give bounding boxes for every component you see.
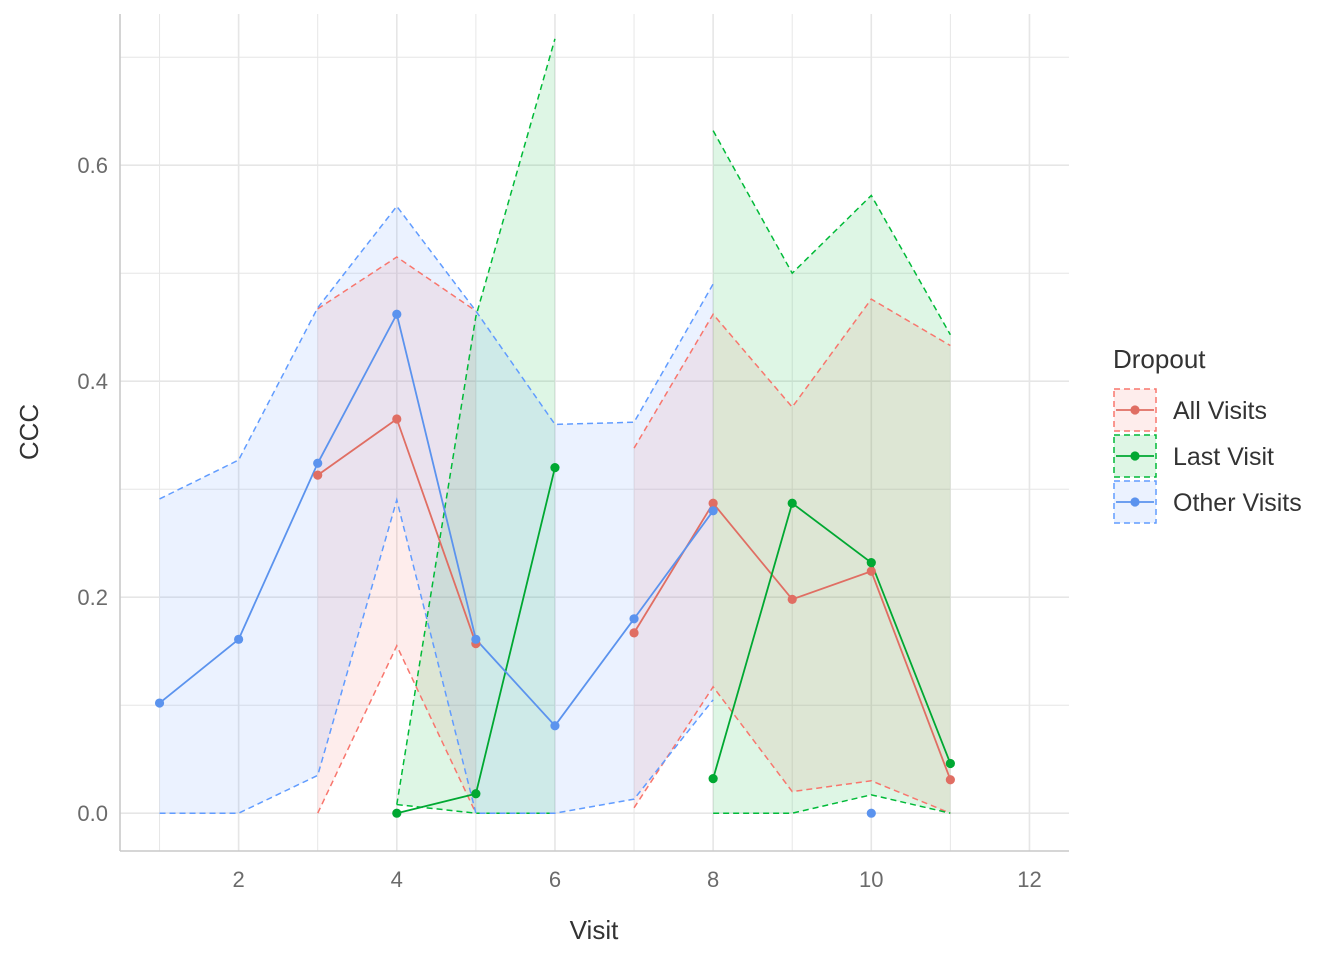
ci-ribbon xyxy=(713,130,951,814)
legend-label: Other Visits xyxy=(1173,489,1302,517)
ci-lower-bound xyxy=(633,685,951,814)
grid-lines xyxy=(120,14,1069,851)
ci-upper-bound xyxy=(159,205,714,500)
ci-upper-bound xyxy=(633,298,951,449)
ci-lower-bound xyxy=(713,794,951,814)
y-tick-label: 0.6 xyxy=(77,153,108,178)
legend-label: All Visits xyxy=(1173,397,1267,425)
data-point xyxy=(550,721,560,731)
x-axis-title: Visit xyxy=(570,915,619,945)
legend-title: Dropout xyxy=(1113,344,1206,374)
ci-upper-bound xyxy=(712,130,952,336)
ci-ribbon xyxy=(159,206,714,814)
legend: Dropout All Visits Last Visit Other Visits xyxy=(1113,344,1302,524)
data-point xyxy=(550,463,560,473)
data-point xyxy=(787,594,797,604)
axis-lines xyxy=(119,14,1069,852)
y-axis-title: CCC xyxy=(14,404,44,460)
data-point xyxy=(945,758,955,769)
legend-key-point xyxy=(1130,451,1140,461)
ci-lower-bound xyxy=(317,644,477,814)
data-point xyxy=(708,774,718,784)
ci-upper-bound xyxy=(396,38,556,805)
data-point xyxy=(708,506,718,516)
ci-lower-bound xyxy=(396,803,555,814)
ci-ribbon xyxy=(396,38,555,814)
data-point xyxy=(866,558,876,568)
data-point xyxy=(866,808,876,818)
x-tick-label: 6 xyxy=(549,867,561,892)
y-tick-label: 0.0 xyxy=(77,801,108,826)
data-point xyxy=(471,789,481,799)
data-point xyxy=(866,566,876,576)
x-tick-labels: 2 4 6 8 10 12 xyxy=(233,867,1042,892)
data-point xyxy=(313,458,323,468)
data-point xyxy=(629,628,639,638)
ci-ribbon xyxy=(317,257,476,814)
x-tick-label: 2 xyxy=(233,867,245,892)
ci-upper-bound xyxy=(317,256,477,312)
y-tick-label: 0.2 xyxy=(77,585,108,610)
series-line xyxy=(712,501,952,779)
legend-items: All Visits Last Visit Other Visits xyxy=(1113,388,1302,524)
point-layer xyxy=(154,309,955,818)
x-tick-label: 10 xyxy=(859,867,883,892)
data-point xyxy=(787,498,797,508)
data-point xyxy=(392,808,402,818)
legend-item: Last Visit xyxy=(1113,434,1274,478)
data-point xyxy=(313,470,323,480)
data-point xyxy=(708,498,718,508)
y-tick-label: 0.4 xyxy=(77,369,108,394)
data-point xyxy=(154,698,165,708)
data-point xyxy=(629,614,639,624)
ribbon-layer xyxy=(159,38,952,814)
data-point xyxy=(392,414,402,424)
x-tick-label: 4 xyxy=(391,867,403,892)
x-tick-label: 8 xyxy=(707,867,719,892)
series-line xyxy=(158,311,714,728)
ci-lower-bound xyxy=(159,497,714,814)
legend-item: All Visits xyxy=(1113,388,1267,432)
data-point xyxy=(392,309,402,319)
ci-ribbon xyxy=(634,299,951,814)
data-point xyxy=(945,775,955,785)
legend-key-point xyxy=(1130,405,1140,415)
legend-key-point xyxy=(1130,497,1140,507)
data-point xyxy=(471,634,481,644)
legend-label: Last Visit xyxy=(1173,443,1274,471)
y-tick-labels: 0.0 0.2 0.4 0.6 xyxy=(77,153,108,826)
x-tick-label: 12 xyxy=(1017,867,1041,892)
data-point xyxy=(234,634,244,644)
legend-item: Other Visits xyxy=(1113,480,1302,524)
